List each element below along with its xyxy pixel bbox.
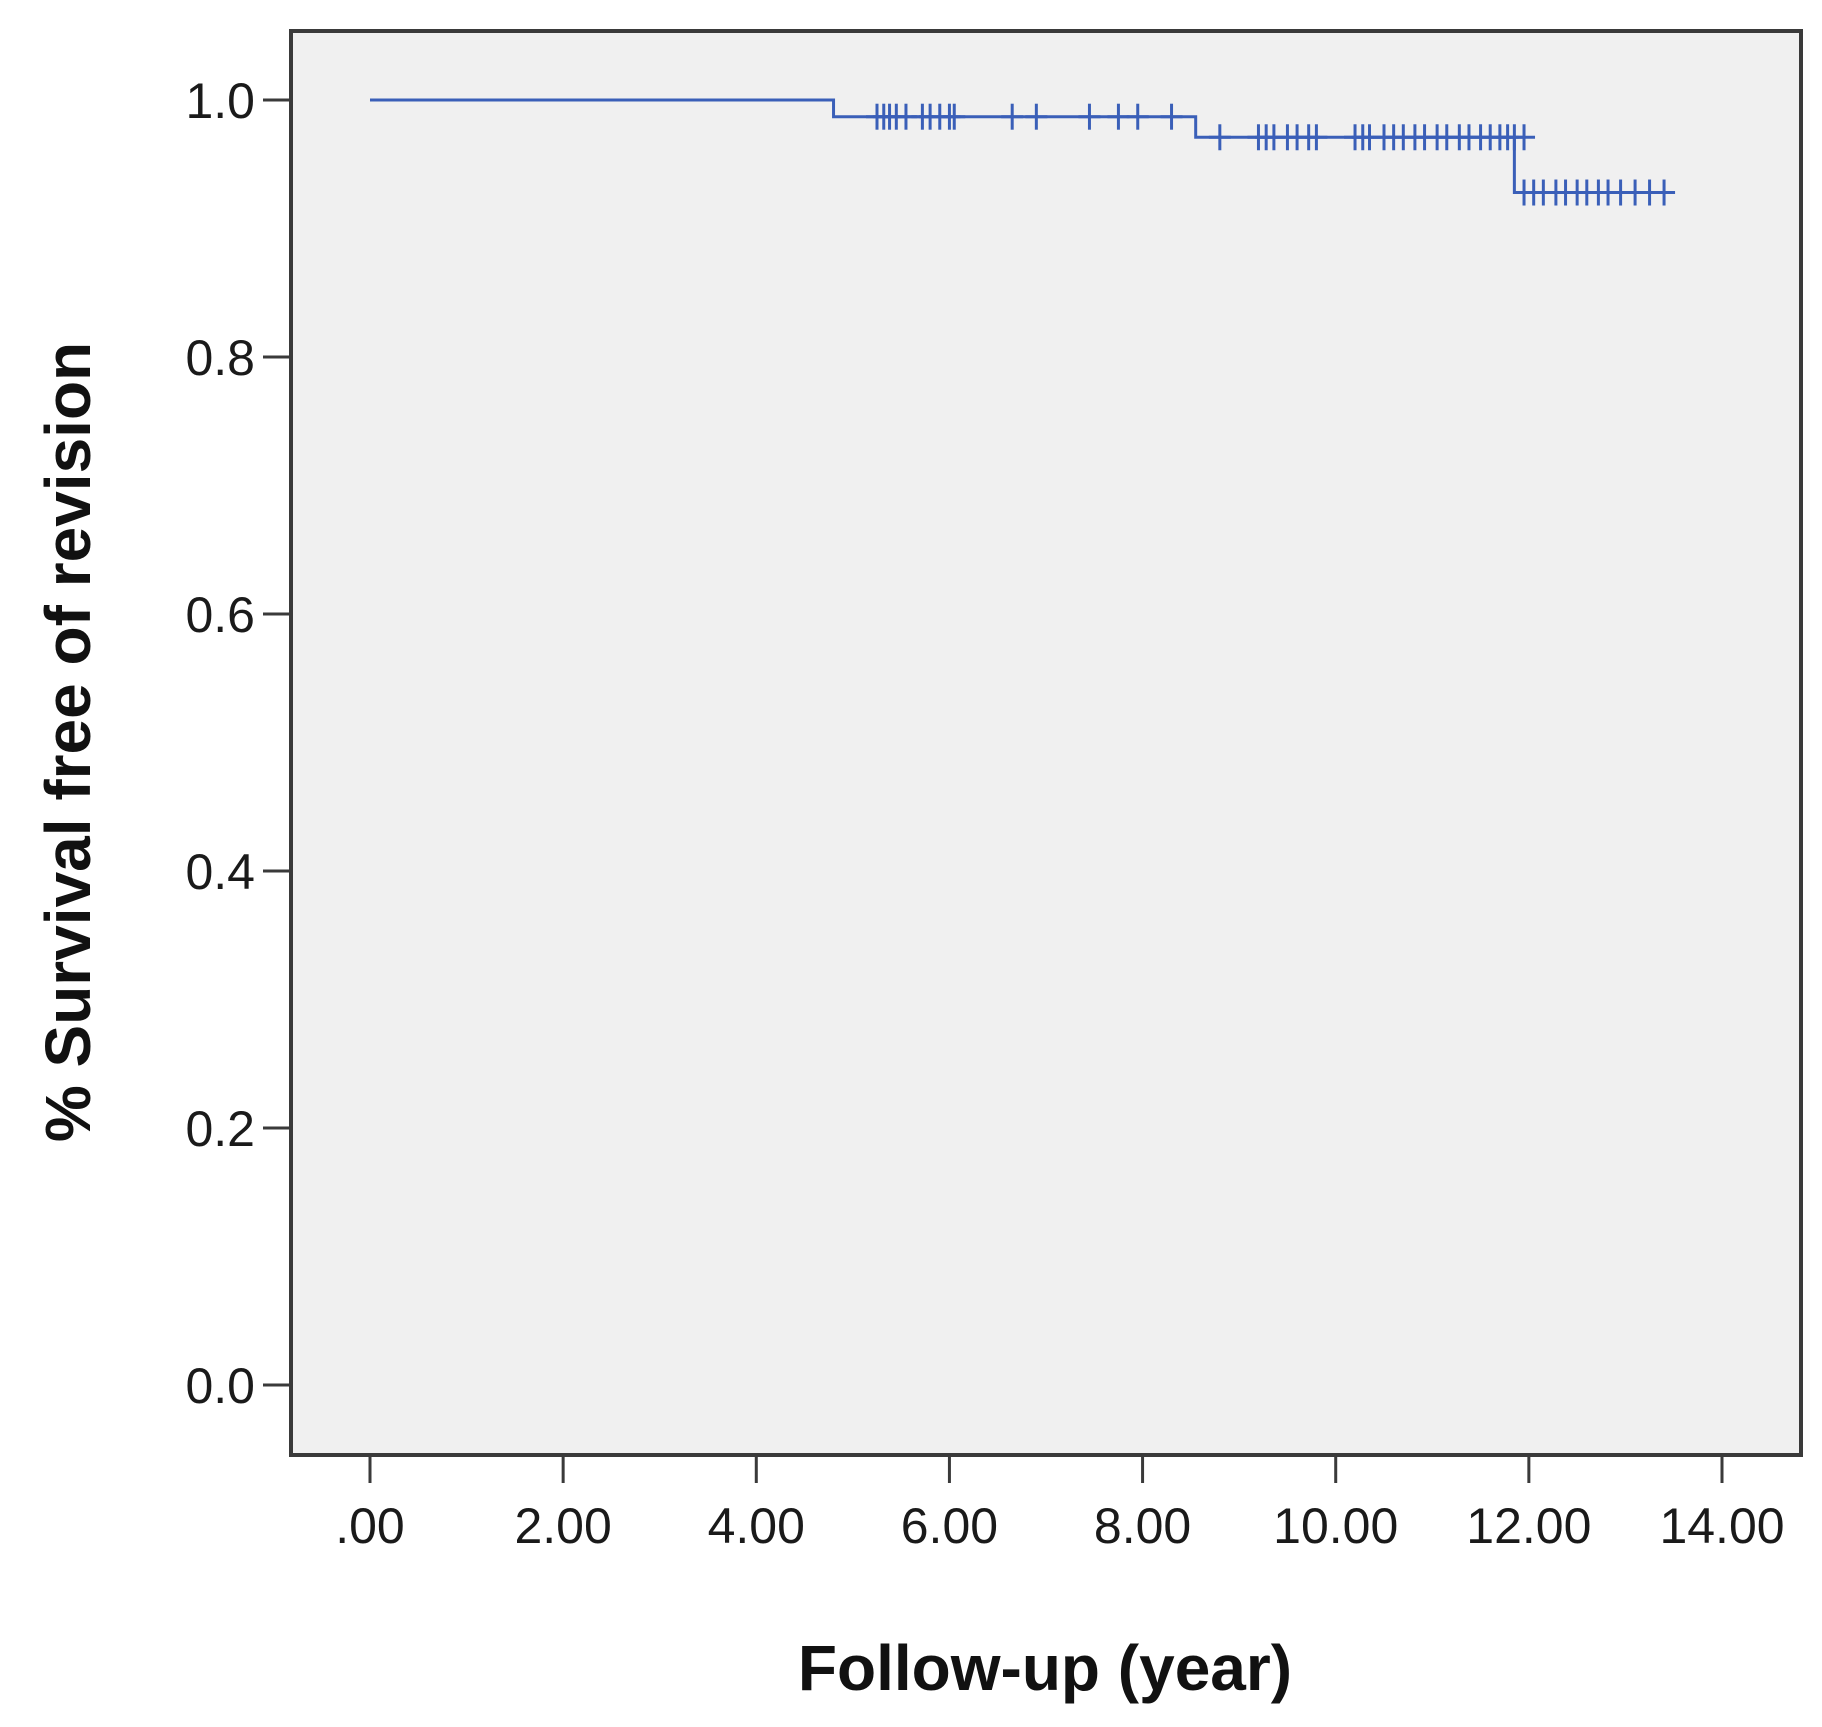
series-layer bbox=[370, 98, 1676, 206]
y-axis-title: % Survival free of revision bbox=[32, 342, 104, 1142]
censor-mark bbox=[1513, 124, 1536, 151]
y-tick-label: 1.0 bbox=[185, 73, 255, 129]
y-tick-label: 0.6 bbox=[185, 587, 255, 643]
censor-mark bbox=[1001, 103, 1024, 130]
censor-mark bbox=[1208, 124, 1231, 151]
censor-mark bbox=[1078, 103, 1101, 130]
x-tick-label: 2.00 bbox=[514, 1498, 611, 1554]
censor-mark bbox=[1160, 103, 1183, 130]
y-tick-label: 0.0 bbox=[185, 1358, 255, 1414]
x-tick-label: 10.00 bbox=[1273, 1498, 1398, 1554]
y-tick-label: 0.8 bbox=[185, 330, 255, 386]
x-tick-label: .00 bbox=[335, 1498, 405, 1554]
censor-mark bbox=[1653, 179, 1676, 206]
censor-mark bbox=[943, 103, 966, 130]
censor-mark bbox=[1025, 103, 1048, 130]
x-axis-title: Follow-up (year) bbox=[798, 1632, 1292, 1704]
x-axis: .00 2.00 4.00 6.00 8.00 10.00 12.00 14.00 bbox=[335, 1455, 1785, 1554]
x-tick-label: 4.00 bbox=[708, 1498, 805, 1554]
y-tick-label: 0.4 bbox=[185, 844, 255, 900]
x-tick-label: 8.00 bbox=[1094, 1498, 1191, 1554]
survival-step-line bbox=[370, 98, 1669, 195]
plot-area bbox=[289, 29, 1803, 1457]
censor-mark bbox=[1126, 103, 1149, 130]
censor-mark bbox=[1107, 103, 1130, 130]
x-tick-label: 6.00 bbox=[901, 1498, 998, 1554]
y-axis: 0.0 0.2 0.4 0.6 0.8 1.0 bbox=[185, 73, 291, 1414]
x-tick-label: 12.00 bbox=[1466, 1498, 1591, 1554]
y-tick-label: 0.2 bbox=[185, 1101, 255, 1157]
x-tick-label: 14.00 bbox=[1659, 1498, 1784, 1554]
censor-mark bbox=[1305, 124, 1328, 151]
